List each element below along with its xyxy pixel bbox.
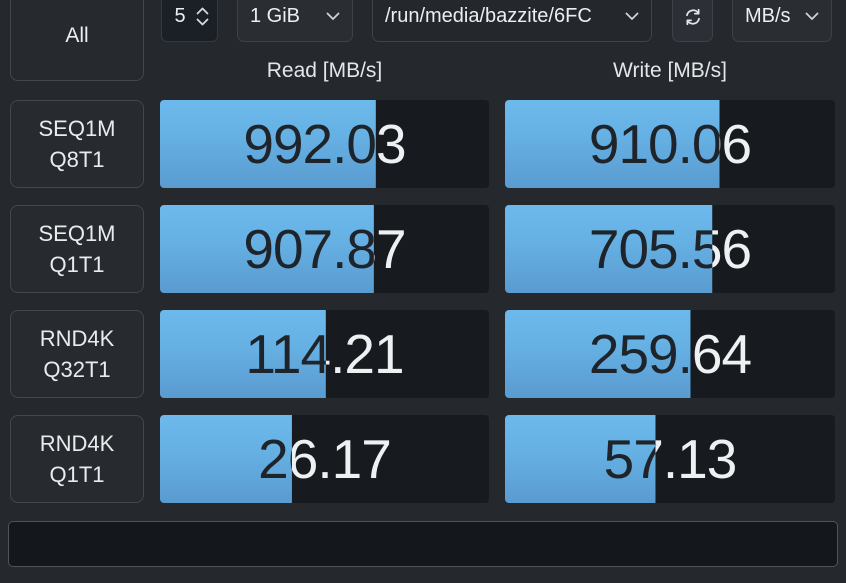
chevron-down-icon [625,12,639,21]
bar-fill: 910.06 [505,100,720,188]
bar-fill: 705.56 [505,205,713,293]
test-label-line1: RND4K [39,431,115,456]
unit-value: MB/s [745,5,791,27]
loop-count-spinbox[interactable]: 5 [161,0,218,42]
status-field[interactable] [8,521,838,567]
refresh-icon [685,8,700,25]
test-label-line2: Q32T1 [43,357,111,382]
test-label-line1: SEQ1M [38,116,116,141]
test-label-line1: SEQ1M [38,221,116,246]
unit-dropdown[interactable]: MB/s [732,0,832,42]
test-button-seq1m-q8t1[interactable]: SEQ1M Q8T1 [10,100,144,188]
test-button-seq1m-q1t1[interactable]: SEQ1M Q1T1 [10,205,144,293]
refresh-button[interactable] [672,0,713,42]
bar-fill: 57.13 [505,415,656,503]
chevron-down-icon [196,18,209,26]
read-column-header: Read [MB/s] [266,59,383,82]
write-column-header: Write [MB/s] [613,59,727,82]
spin-up-button[interactable] [196,7,209,15]
test-label-line2: Q8T1 [49,147,105,172]
chevron-up-icon [196,7,209,15]
test-label-line1: RND4K [39,326,115,351]
bar-fill: 26.17 [160,415,292,503]
bar-fill: 259.64 [505,310,691,398]
test-size-value: 1 GiB [250,5,301,27]
read-result-bar: 26.17 26.17 [160,415,489,503]
run-all-button[interactable]: All [10,0,144,81]
test-label-line2: Q1T1 [49,462,105,487]
write-result-bar: 57.13 57.13 [505,415,835,503]
spinner-arrows [196,7,217,26]
read-result-bar: 114.21 114.21 [160,310,489,398]
read-result-bar: 907.87 907.87 [160,205,489,293]
read-result-bar: 992.03 992.03 [160,100,489,188]
test-button-rnd4k-q32t1[interactable]: RND4K Q32T1 [10,310,144,398]
chevron-down-icon [326,12,340,21]
bar-fill: 907.87 [160,205,374,293]
run-all-label: All [65,23,89,47]
test-button-rnd4k-q1t1[interactable]: RND4K Q1T1 [10,415,144,503]
spin-down-button[interactable] [196,18,209,26]
bar-fill: 992.03 [160,100,376,188]
target-path-value: /run/media/bazzite/6FC [385,5,592,27]
target-path-dropdown[interactable]: /run/media/bazzite/6FC [372,0,652,42]
test-size-dropdown[interactable]: 1 GiB [237,0,353,42]
write-result-bar: 705.56 705.56 [505,205,835,293]
bar-fill: 114.21 [160,310,326,398]
loop-count-value: 5 [174,5,186,27]
test-label-line2: Q1T1 [49,252,105,277]
chevron-down-icon [805,12,819,21]
write-result-bar: 259.64 259.64 [505,310,835,398]
write-result-bar: 910.06 910.06 [505,100,835,188]
